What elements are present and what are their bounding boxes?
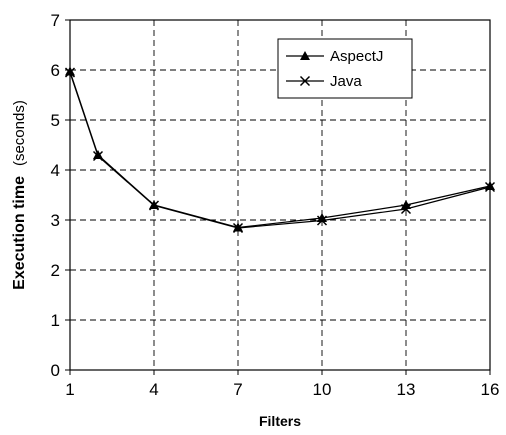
y-tick-label: 7	[51, 11, 60, 30]
plot-frame	[69, 19, 491, 371]
data-point-java	[232, 222, 244, 234]
data-point-java	[400, 203, 412, 215]
y-tick-label: 6	[51, 61, 60, 80]
data-point-aspectj	[65, 66, 75, 76]
y-tick-label: 4	[51, 161, 60, 180]
legend-item-aspectj: AspectJ	[286, 48, 383, 65]
x-tick-label: 4	[149, 380, 158, 399]
legend-item-java: Java	[286, 73, 362, 90]
y-axis-label: Execution time (seconds)	[11, 100, 28, 290]
legend-marker	[299, 75, 311, 87]
data-point-java	[64, 67, 76, 78]
y-tick-label: 2	[51, 261, 60, 280]
y-axis-label-unit: (seconds)	[11, 100, 28, 166]
x-tick-label: 1	[65, 380, 74, 399]
x-axis-label: Filters	[259, 413, 301, 429]
y-tick-label: 5	[51, 111, 60, 130]
data-point-java	[92, 150, 104, 162]
x-tick-label: 7	[233, 380, 242, 399]
x-tick-label: 10	[313, 380, 332, 399]
legend-label: Java	[330, 73, 362, 90]
data-point-java	[148, 200, 160, 211]
x-tick-label: 16	[481, 380, 500, 399]
legend-marker	[300, 51, 310, 60]
legend-box	[277, 38, 413, 99]
series-layer	[64, 66, 496, 234]
y-tick-label: 0	[51, 361, 60, 380]
series-java	[64, 67, 496, 234]
y-axis-label-main: Execution time	[11, 176, 28, 290]
data-point-aspectj	[485, 181, 495, 190]
data-point-java	[484, 181, 496, 193]
legend: AspectJ Java	[277, 38, 413, 99]
legend-label: AspectJ	[330, 48, 383, 65]
data-point-java	[316, 215, 328, 226]
y-tick-label: 3	[51, 211, 60, 230]
y-tick-label: 1	[51, 311, 60, 330]
x-tick-label: 13	[397, 380, 416, 399]
